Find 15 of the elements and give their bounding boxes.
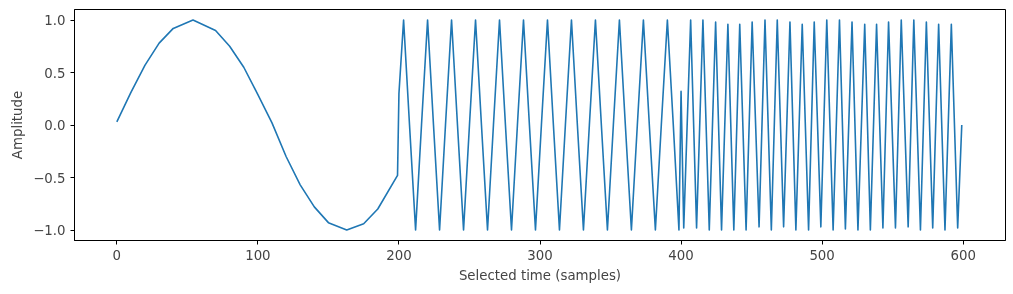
y-axis-title: Amplitude xyxy=(10,90,26,160)
y-tick-label: −0.5 xyxy=(33,170,66,186)
x-tick-label: 600 xyxy=(950,247,976,263)
y-tick-label: 0.5 xyxy=(44,65,66,81)
y-tick-label: 1.0 xyxy=(44,13,66,28)
x-axis-title: Selected time (samples) xyxy=(458,267,622,283)
y-tick-label: −1.0 xyxy=(33,223,66,238)
y-tick-label: 0.0 xyxy=(44,118,66,133)
x-tick-label: 0 xyxy=(112,247,122,263)
line-series xyxy=(116,19,963,231)
x-tick-label: 300 xyxy=(527,247,553,263)
x-tick-label: 500 xyxy=(809,247,835,263)
x-tick-label: 400 xyxy=(668,247,694,263)
x-tick-label: 100 xyxy=(245,247,271,263)
x-tick-label: 200 xyxy=(386,247,412,263)
